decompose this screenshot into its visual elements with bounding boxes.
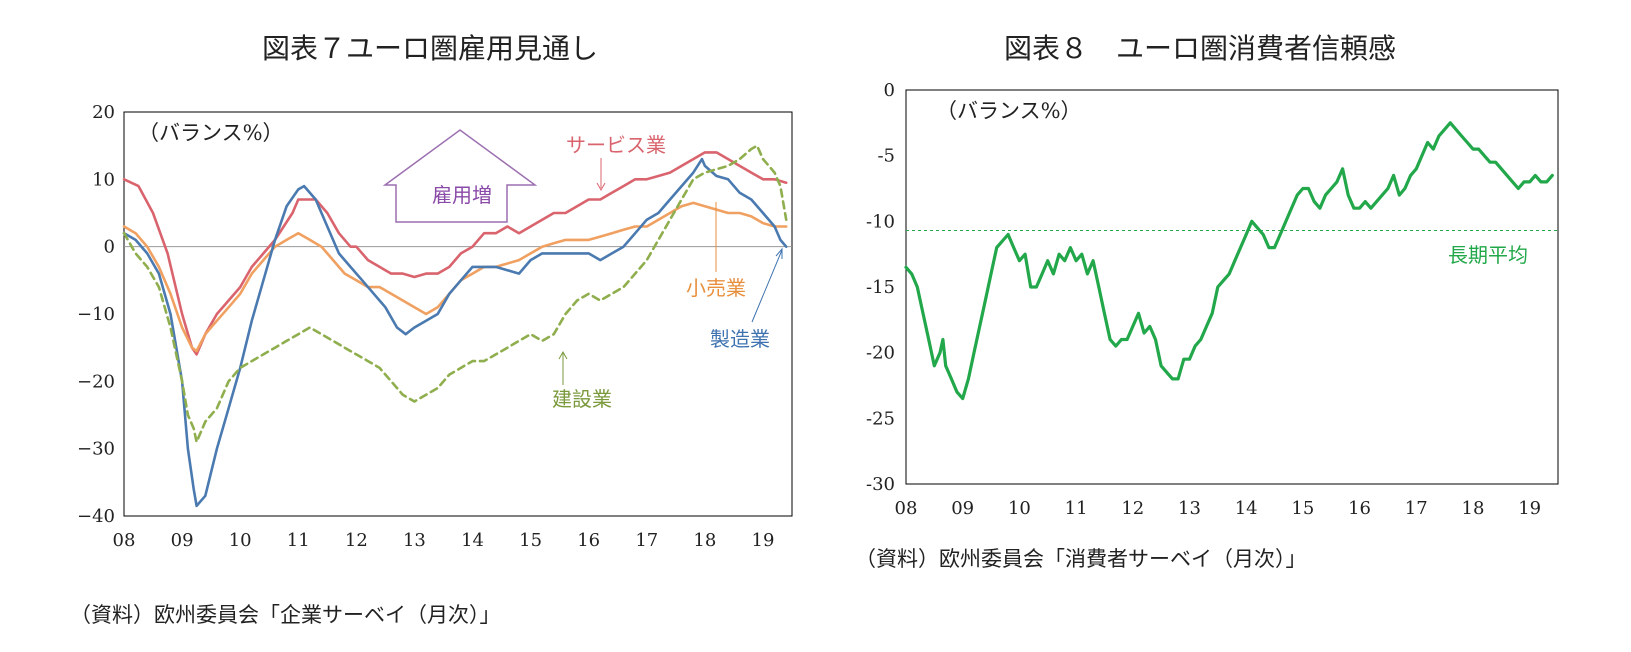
- chart1-title: 図表７ユーロ圏雇用見通し: [262, 32, 598, 65]
- c1-x-tick-label: 18: [693, 530, 716, 551]
- c2-y-tick-label: -15: [866, 277, 895, 298]
- c2-x-tick-label: 09: [951, 498, 974, 519]
- c2-y-tick-label: -30: [866, 474, 895, 495]
- c2-x-tick-label: 10: [1008, 498, 1031, 519]
- chart1-x-axis: 08 09 10 11 12 13 14 15 16 17 18 19: [113, 530, 775, 551]
- label-retail: 小売業: [686, 276, 746, 300]
- c2-x-tick-label: 08: [895, 498, 918, 519]
- chart1-y-axis: 20 10 0 −10 −20 −30 −40: [77, 102, 115, 527]
- c1-x-tick-label: 14: [461, 530, 484, 551]
- chart2-source: （資料）欧州委員会「消費者サーベイ（月次）」: [855, 547, 1307, 571]
- c1-series-line-1: [122, 151, 788, 356]
- c2-x-tick-label: 15: [1291, 498, 1314, 519]
- c1-x-tick-label: 16: [577, 530, 600, 551]
- chart2-plot-frame: [905, 89, 1559, 485]
- c1-y-tick-label: 10: [92, 169, 115, 190]
- c2-x-tick-label: 19: [1518, 498, 1541, 519]
- employment-up-arrow: [382, 129, 538, 223]
- chart1-source: （資料）欧州委員会「企業サーベイ（月次）」: [70, 603, 501, 627]
- c2-y-tick-label: 0: [884, 80, 895, 101]
- label-construction-arrowhead: [558, 350, 568, 360]
- c2-x-tick-label: 16: [1348, 498, 1371, 519]
- c1-x-tick-label: 17: [635, 530, 658, 551]
- c1-x-tick-label: 15: [519, 530, 542, 551]
- c2-x-tick-label: 13: [1178, 498, 1201, 519]
- c2-y-tick-label: -5: [877, 146, 895, 167]
- label-services: サービス業: [566, 133, 666, 157]
- label-manufacturing-pointer: [751, 249, 783, 323]
- c2-x-tick-label: 14: [1235, 498, 1258, 519]
- c2-series-line-1: [904, 121, 1554, 401]
- chart1-plot-frame: [123, 111, 793, 517]
- c2-x-tick-label: 11: [1065, 498, 1088, 519]
- c1-y-tick-label: −40: [77, 506, 115, 527]
- c1-y-tick-label: 0: [104, 237, 115, 258]
- chart2-y-axis: 0 -5 -10 -15 -20 -25 -30: [866, 80, 895, 495]
- c1-y-tick-label: −30: [77, 439, 115, 460]
- c1-y-tick-label: −20: [77, 371, 115, 392]
- c2-x-tick-label: 18: [1462, 498, 1485, 519]
- label-construction: 建設業: [552, 387, 612, 411]
- c1-x-tick-label: 13: [403, 530, 426, 551]
- c1-x-tick-label: 08: [113, 530, 136, 551]
- c2-y-tick-label: -20: [866, 343, 895, 364]
- chart1-unit-note: （バランス%）: [138, 121, 284, 145]
- c2-x-tick-label: 12: [1121, 498, 1144, 519]
- chart2-series-group: [904, 121, 1554, 401]
- label-manufacturing-arrowhead: [775, 247, 783, 259]
- c2-y-tick-label: -10: [866, 211, 895, 232]
- chart2-x-axis: 08 09 10 11 12 13 14 15 16 17 18 19: [895, 498, 1542, 519]
- c1-y-tick-label: 20: [92, 102, 115, 123]
- chart1: 20 10 0 −10 −20 −30 −40 08 09 10 11 12 13 14 15 16 17 18…: [77, 102, 793, 551]
- chart2-title: 図表８ ユーロ圏消費者信頼感: [1004, 32, 1396, 65]
- chart2: 0 -5 -10 -15 -20 -25 -30 08 09 10 11 12 13 14 15 16 17 1…: [866, 80, 1559, 519]
- long-term-average-label: 長期平均: [1448, 243, 1528, 267]
- c1-series-line-4: [122, 144, 788, 444]
- c2-y-tick-label: -25: [866, 408, 895, 429]
- c1-y-tick-label: −10: [77, 304, 115, 325]
- label-manufacturing: 製造業: [710, 327, 770, 351]
- chart2-unit-note: （バランス%）: [936, 99, 1082, 123]
- c1-x-tick-label: 19: [752, 530, 775, 551]
- arrow-label: 雇用増: [432, 183, 492, 207]
- chart1-series-group: [122, 144, 788, 508]
- label-services-arrowhead: [596, 182, 606, 192]
- c1-x-tick-label: 11: [287, 530, 310, 551]
- c2-x-tick-label: 17: [1405, 498, 1428, 519]
- c1-x-tick-label: 12: [345, 530, 368, 551]
- c1-x-tick-label: 09: [171, 530, 194, 551]
- c1-x-tick-label: 10: [229, 530, 252, 551]
- c1-series-line-3: [122, 157, 788, 508]
